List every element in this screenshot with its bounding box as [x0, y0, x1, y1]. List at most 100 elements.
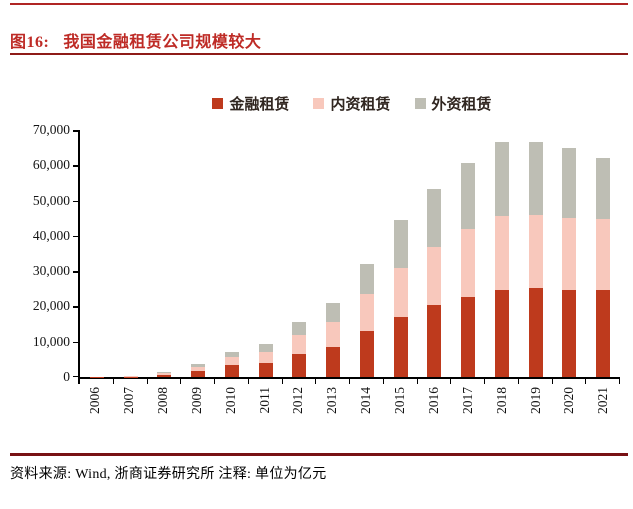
stacked-bar-2011 [258, 344, 273, 377]
bar-segment-2018-内资租赁 [494, 216, 509, 290]
stacked-bar-2021 [596, 157, 611, 377]
x-tick-mark [181, 379, 215, 384]
bar-slot-2009 [181, 363, 215, 377]
bar-slot-2011 [249, 344, 283, 377]
bar-slot-2018 [485, 142, 519, 377]
legend-swatch-icon [212, 98, 224, 109]
x-label-cell: 2014 [349, 387, 383, 427]
bar-segment-2008-外资租赁 [157, 371, 172, 373]
figure-title: 我国金融租赁公司规模较大 [63, 34, 262, 51]
bar-segment-2012-内资租赁 [292, 334, 307, 354]
bar-slot-2007 [114, 376, 148, 377]
bar-slot-2008 [148, 371, 182, 377]
stacked-bar-2008 [157, 371, 172, 377]
x-tick-label-2012: 2012 [290, 387, 306, 414]
bar-segment-2013-内资租赁 [326, 322, 341, 347]
title-underline [10, 53, 628, 55]
bar-segment-2012-金融租赁 [292, 353, 307, 377]
bar-segment-2017-金融租赁 [461, 296, 476, 377]
x-tick-mark [451, 379, 485, 384]
bar-slot-2012 [283, 322, 317, 377]
bar-segment-2009-金融租赁 [191, 370, 206, 377]
bar-segment-2021-内资租赁 [596, 218, 611, 291]
y-tick-mark [73, 271, 78, 273]
legend-label: 外资租赁 [431, 97, 492, 113]
x-label-cell: 2020 [552, 387, 586, 427]
legend-item-3: 外资租赁 [414, 93, 492, 114]
y-tick-mark [73, 235, 78, 238]
bar-segment-2020-金融租赁 [562, 289, 577, 377]
x-tick-label-2013: 2013 [324, 387, 340, 414]
y-tick-label: 10,000 [32, 333, 70, 349]
bar-segment-2021-外资租赁 [596, 157, 611, 219]
stacked-bar-2017 [461, 163, 476, 377]
x-tick-label-2016: 2016 [425, 387, 441, 414]
x-label-cell: 2015 [383, 387, 417, 427]
x-tick-mark [316, 379, 350, 384]
bar-segment-2016-金融租赁 [427, 305, 442, 377]
stacked-bar-2016 [427, 188, 442, 377]
bar-segment-2019-金融租赁 [528, 288, 543, 377]
x-tick-label-2008: 2008 [154, 387, 170, 414]
x-label-cell: 2007 [112, 387, 146, 427]
legend-item-2: 内资租赁 [313, 93, 391, 114]
bar-segment-2020-外资租赁 [562, 147, 577, 218]
bar-slot-2016 [418, 188, 452, 377]
x-tick-mark [148, 379, 182, 384]
bar-segment-2019-内资租赁 [528, 214, 543, 289]
figure-title-row: 图16: 我国金融租赁公司规模较大 [10, 28, 261, 52]
y-tick-mark [73, 200, 78, 203]
x-label-cell: 2006 [78, 387, 112, 427]
x-tick-mark [350, 379, 384, 384]
x-tick-label-2011: 2011 [256, 387, 272, 414]
stacked-bar-2019 [528, 142, 543, 377]
bar-segment-2016-内资租赁 [427, 247, 442, 306]
legend-swatch-icon [313, 98, 325, 109]
bar-segment-2014-外资租赁 [359, 264, 374, 294]
stacked-bar-2012 [292, 322, 307, 377]
bar-segment-2016-外资租赁 [427, 188, 442, 248]
y-tick-label: 60,000 [32, 157, 70, 173]
bar-segment-2020-内资租赁 [562, 217, 577, 290]
bar-segment-2011-外资租赁 [258, 344, 273, 352]
bar-segment-2017-外资租赁 [461, 163, 476, 230]
x-axis-labels: 2006 2007 2008 2009 2010 2011 2012 2013 2014 2015… [78, 387, 620, 427]
x-tick-mark [80, 379, 114, 384]
x-tick-mark [114, 379, 148, 384]
bar-slot-2010 [215, 352, 249, 377]
stacked-bar-2018 [494, 142, 509, 377]
bar-segment-2010-外资租赁 [224, 352, 239, 357]
bar-segment-2011-金融租赁 [258, 363, 273, 377]
y-tick-label: 30,000 [32, 263, 70, 279]
bar-segment-2008-金融租赁 [157, 375, 172, 377]
bar-segment-2011-内资租赁 [258, 351, 273, 364]
x-tick-label-2019: 2019 [527, 387, 543, 414]
bar-segment-2013-金融租赁 [326, 346, 341, 377]
stacked-bar-chart: 0 10,000 20,000 30,000 40,000 50,000 60,000 70,… [0, 122, 620, 427]
chart-legend: 金融租赁 内资租赁 外资租赁 [84, 93, 620, 114]
y-tick-label: 40,000 [32, 227, 70, 243]
bar-segment-2014-金融租赁 [359, 331, 374, 377]
stacked-bar-2010 [224, 352, 239, 377]
bar-segment-2013-外资租赁 [326, 302, 341, 323]
bar-segment-2014-内资租赁 [359, 293, 374, 332]
bar-segment-2010-金融租赁 [224, 364, 239, 377]
x-tick-label-2020: 2020 [561, 387, 577, 414]
x-tick-mark [553, 379, 587, 384]
x-label-cell: 2008 [146, 387, 180, 427]
y-tick-mark [73, 306, 78, 308]
x-tick-mark [418, 379, 452, 384]
x-tick-label-2006: 2006 [87, 387, 103, 414]
bar-slot-2021 [586, 157, 620, 377]
stacked-bar-2015 [393, 220, 408, 377]
bar-segment-2015-金融租赁 [393, 316, 408, 377]
x-tick-label-2007: 2007 [121, 387, 137, 414]
y-tick-label: 50,000 [32, 192, 70, 208]
source-note: 资料来源: Wind, 浙商证券研究所 注释: 单位为亿元 [10, 467, 327, 482]
x-label-cell: 2021 [586, 387, 620, 427]
stacked-bar-2014 [359, 264, 374, 377]
x-label-cell: 2019 [518, 387, 552, 427]
x-label-cell: 2016 [417, 387, 451, 427]
legend-swatch-icon [414, 98, 426, 109]
